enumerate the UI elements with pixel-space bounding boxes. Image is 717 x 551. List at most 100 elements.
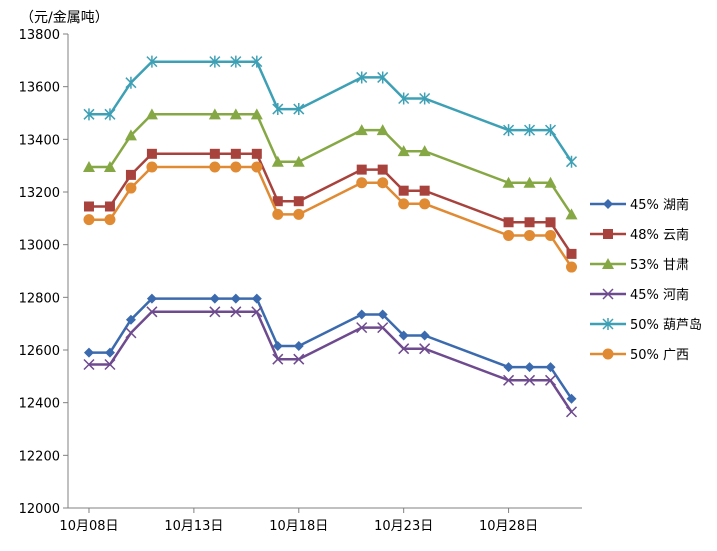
data-point (125, 327, 137, 339)
legend-label: 53% 甘肃 (630, 258, 689, 273)
data-point (419, 198, 431, 210)
data-point (230, 306, 242, 318)
data-point (272, 103, 284, 116)
data-point (124, 129, 137, 141)
data-point (565, 406, 578, 418)
y-tick-label: 13400 (19, 133, 60, 148)
data-point (356, 309, 367, 320)
data-point (209, 161, 221, 173)
data-point (229, 108, 242, 120)
data-point (545, 217, 556, 228)
data-point (545, 374, 557, 386)
data-point (272, 353, 284, 365)
data-point (272, 208, 284, 220)
data-point (545, 124, 557, 137)
x-tick-label: 10月08日 (59, 519, 118, 534)
data-point (377, 309, 388, 320)
data-point (104, 214, 116, 226)
data-point (524, 374, 536, 386)
data-point (103, 160, 116, 172)
data-point (356, 164, 367, 175)
legend-item: 45% 湖南 (590, 197, 689, 213)
data-point (125, 76, 137, 89)
data-point (419, 330, 430, 341)
data-point (398, 198, 410, 210)
data-point (83, 214, 95, 226)
data-point (502, 176, 515, 188)
data-point (356, 322, 368, 334)
data-point (398, 343, 410, 355)
data-point (146, 161, 158, 173)
data-point (398, 92, 410, 105)
data-point (397, 145, 410, 157)
data-point (104, 108, 116, 121)
data-point (356, 177, 368, 189)
data-point (545, 362, 556, 373)
data-point (293, 341, 304, 352)
data-point (146, 293, 157, 304)
data-point (209, 55, 221, 68)
data-point (503, 374, 515, 386)
series-line (89, 310, 573, 413)
data-point (377, 71, 389, 84)
legend-item: 50% 葫芦岛 (590, 317, 702, 333)
data-point (293, 208, 305, 220)
data-point (145, 108, 158, 120)
data-point (83, 201, 94, 212)
series-3 (83, 306, 578, 418)
data-point (251, 161, 263, 173)
data-point (82, 160, 95, 172)
data-point (272, 196, 283, 207)
series-line (89, 152, 573, 255)
legend-item: 53% 甘肃 (590, 258, 689, 273)
series-2 (82, 108, 578, 220)
data-point (377, 164, 388, 175)
series-line (89, 165, 573, 268)
x-tick-label: 10月28日 (479, 519, 538, 534)
data-point (503, 229, 515, 241)
y-tick-label: 12600 (19, 344, 60, 359)
data-point (125, 169, 136, 180)
data-point (524, 217, 535, 228)
x-tick-label: 10月18日 (269, 519, 328, 534)
data-point (251, 55, 263, 68)
y-tick-label: 13200 (19, 186, 60, 201)
series-5 (83, 161, 578, 273)
y-tick-label: 12200 (19, 449, 60, 464)
axes: 12000 12200 12400 12600 12800 13000 13200 13400… (19, 28, 582, 534)
data-point (398, 330, 409, 341)
data-point (209, 306, 221, 318)
data-point (376, 124, 389, 136)
legend-label: 48% 云南 (630, 227, 689, 243)
x-tick-label: 10月13日 (164, 519, 223, 534)
legend-item: 45% 河南 (590, 287, 689, 303)
legend-label: 45% 湖南 (630, 197, 689, 213)
legend-item: 48% 云南 (590, 227, 689, 243)
y-tick-label: 12000 (19, 502, 60, 517)
data-point (418, 145, 431, 157)
data-point (503, 124, 515, 137)
legend-item: 50% 广西 (590, 348, 689, 363)
data-point (209, 148, 220, 159)
series-layer (82, 55, 578, 418)
data-point (272, 341, 283, 352)
data-point (250, 108, 263, 120)
series-1 (83, 148, 577, 259)
y-tick-label: 13800 (19, 28, 60, 43)
data-point (146, 55, 158, 68)
data-point (125, 182, 137, 194)
data-point (356, 71, 368, 84)
data-point (524, 362, 535, 373)
data-point (545, 229, 557, 241)
data-point (125, 314, 136, 325)
data-point (104, 347, 115, 358)
data-point (292, 155, 305, 167)
data-point (523, 176, 536, 188)
data-point (146, 306, 158, 318)
data-point (209, 293, 220, 304)
legend-label: 50% 葫芦岛 (630, 317, 702, 333)
data-point (251, 293, 262, 304)
data-point (230, 161, 242, 173)
data-point (251, 306, 263, 318)
